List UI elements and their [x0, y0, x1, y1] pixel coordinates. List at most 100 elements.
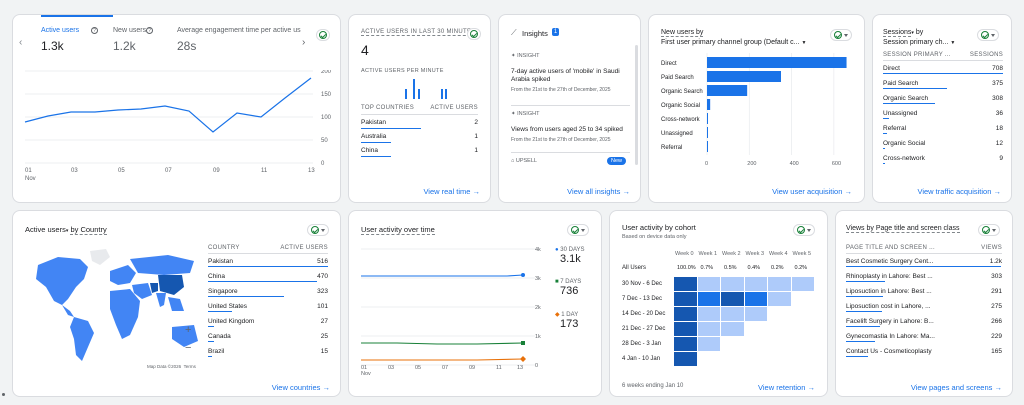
table-row[interactable]: Organic Search 308: [883, 95, 1003, 104]
insight-item[interactable]: ✦ INSIGHT 7-day active users of 'mobile'…: [511, 53, 629, 93]
status-check-dropdown[interactable]: [316, 29, 330, 41]
table-row[interactable]: Best Cosmetic Surgery Cent... 1.2k: [846, 258, 1002, 267]
row-label: Pakistan: [208, 258, 233, 265]
cohort-cell[interactable]: [674, 322, 697, 336]
next-arrow-icon[interactable]: ›: [302, 37, 306, 48]
cohort-cell[interactable]: [721, 307, 744, 321]
dimension-selector[interactable]: Session primary ch... ▼: [883, 39, 955, 46]
cohort-cell[interactable]: [744, 292, 767, 306]
dropdown-icon[interactable]: ▾: [65, 228, 69, 234]
table-row[interactable]: Brazil 15: [208, 348, 328, 357]
cohort-cell[interactable]: [674, 277, 697, 291]
cohort-cell[interactable]: [697, 307, 720, 321]
terms-link[interactable]: Terms: [183, 364, 196, 369]
tab-new-users[interactable]: New users 1.2k: [113, 27, 146, 53]
table-row[interactable]: Pakistan 516: [208, 258, 328, 267]
cohort-cell[interactable]: [744, 307, 767, 321]
cohort-cell[interactable]: [721, 322, 744, 336]
world-map[interactable]: [18, 243, 203, 373]
tab-active-users[interactable]: Active users 1.3k: [41, 15, 113, 53]
view-retention-link[interactable]: View retention →: [758, 383, 815, 392]
y-tick: 50: [321, 138, 328, 144]
cohort-cell[interactable]: [768, 277, 791, 291]
bar[interactable]: [707, 113, 708, 124]
cohort-cell[interactable]: [744, 277, 767, 291]
bar[interactable]: [707, 127, 708, 138]
table-row[interactable]: China 470: [208, 273, 328, 282]
dimension-selector[interactable]: First user primary channel group (Defaul…: [661, 39, 806, 46]
table-row[interactable]: Gynecomastia In Lahore: Ma... 229: [846, 333, 1002, 342]
cohort-cell[interactable]: [674, 352, 697, 366]
cohort-row-label: 28 Dec - 3 Jan: [622, 341, 662, 347]
cohort-cell[interactable]: [697, 337, 720, 351]
central-america: [62, 305, 74, 317]
table-row[interactable]: United Kingdom 27: [208, 318, 328, 327]
table-row[interactable]: Referral 18: [883, 125, 1003, 134]
table-row[interactable]: United States 101: [208, 303, 328, 312]
india: [156, 293, 166, 307]
upsell-row[interactable]: ⌂ UPSELL: [511, 158, 537, 164]
tab-engagement[interactable]: Average engagement time per active us 28…: [177, 27, 301, 53]
table-row[interactable]: Liposuction in Lahore: Best ... 291: [846, 288, 1002, 297]
table-row[interactable]: Direct 708: [883, 65, 1003, 74]
table-row[interactable]: Facelift Surgery in Lahore: B... 266: [846, 318, 1002, 327]
prev-arrow-icon[interactable]: ‹: [19, 37, 23, 48]
bar[interactable]: [707, 71, 781, 82]
bar[interactable]: [707, 141, 708, 152]
cohort-cell[interactable]: [697, 292, 720, 306]
help-icon[interactable]: ?: [146, 27, 153, 34]
insight-text: Views from users aged 25 to 34 spiked: [511, 126, 623, 133]
status-check-dropdown[interactable]: [567, 224, 589, 236]
dropdown-icon[interactable]: ▾: [911, 30, 914, 36]
row-value: 36: [995, 110, 1003, 117]
status-check-dropdown[interactable]: [467, 28, 481, 40]
check-icon: [834, 31, 842, 39]
cohort-cell[interactable]: [674, 292, 697, 306]
status-check-dropdown[interactable]: [978, 224, 1000, 236]
row-bar: [883, 132, 887, 134]
status-check-dropdown[interactable]: [830, 29, 852, 41]
cohort-cell[interactable]: [768, 292, 791, 306]
realtime-card: ACTIVE USERS IN LAST 30 MINUTES 4 ACTIVE…: [348, 14, 491, 203]
view-all-insights-link[interactable]: View all insights →: [567, 187, 630, 196]
view-realtime-link[interactable]: View real time →: [423, 187, 480, 196]
status-check-dropdown[interactable]: [307, 224, 329, 236]
cohort-cell[interactable]: [791, 277, 814, 291]
scrollbar[interactable]: [635, 45, 638, 165]
view-pages-link[interactable]: View pages and screens →: [910, 383, 1002, 392]
table-row[interactable]: Liposuction cost in Lahore, ... 275: [846, 303, 1002, 312]
bar[interactable]: [707, 57, 847, 68]
zoom-out-button[interactable]: −: [185, 342, 192, 354]
row-label: Unassigned: [883, 110, 918, 117]
table-row[interactable]: Singapore 323: [208, 288, 328, 297]
cohort-cell[interactable]: [674, 307, 697, 321]
cohort-cell[interactable]: [697, 322, 720, 336]
cohort-cell[interactable]: [721, 277, 744, 291]
cohort-cell[interactable]: [674, 337, 697, 351]
table-row[interactable]: Paid Search 375: [883, 80, 1003, 89]
bar[interactable]: [707, 99, 711, 110]
zoom-in-button[interactable]: +: [185, 324, 192, 336]
row-value: 516: [317, 258, 328, 265]
table-row[interactable]: Canada 25: [208, 333, 328, 342]
view-user-acquisition-link[interactable]: View user acquisition →: [772, 187, 852, 196]
table-row[interactable]: Contact Us - Cosmeticoplasty 165: [846, 348, 1002, 357]
view-countries-link[interactable]: View countries →: [271, 383, 330, 392]
insight-item[interactable]: ✦ INSIGHT Views from users aged 25 to 34…: [511, 111, 629, 143]
bar[interactable]: [707, 85, 748, 96]
cohort-cell[interactable]: [721, 292, 744, 306]
help-icon[interactable]: ?: [91, 27, 98, 34]
table-row[interactable]: Organic Social 12: [883, 140, 1003, 149]
table-row[interactable]: Unassigned 36: [883, 110, 1003, 119]
tag-label: INSIGHT: [517, 53, 540, 59]
y-tick: 1k: [535, 334, 541, 340]
table-row[interactable]: Cross-network 9: [883, 155, 1003, 164]
cohort-cell[interactable]: [697, 277, 720, 291]
view-traffic-acquisition-link[interactable]: View traffic acquisition →: [917, 187, 1001, 196]
table-row[interactable]: Rhinoplasty in Lahore: Best ... 303: [846, 273, 1002, 282]
status-check-dropdown[interactable]: [793, 224, 815, 236]
legend-diamond-icon: ◆: [555, 312, 560, 318]
category-label: Organic Search: [661, 89, 703, 95]
status-check-dropdown[interactable]: [977, 29, 999, 41]
x-tick: 0: [705, 161, 708, 167]
